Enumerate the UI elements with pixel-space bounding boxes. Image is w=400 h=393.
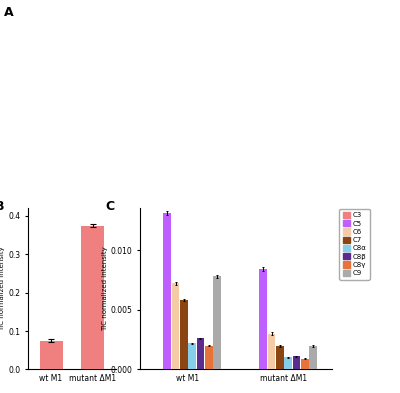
Bar [172,283,179,369]
Text: B: B [0,200,4,213]
Bar [164,213,171,369]
Bar [82,226,104,369]
Bar [293,356,300,369]
Bar [180,300,188,369]
Bar [276,345,284,369]
Bar [213,276,221,369]
Bar [260,269,267,369]
Bar [309,345,317,369]
Y-axis label: TIC normalized intensity: TIC normalized intensity [102,246,108,331]
Bar [301,359,308,369]
Bar [197,338,204,369]
Legend: C3, C5, C6, C7, C8α, C8β, C8γ, C9: C3, C5, C6, C7, C8α, C8β, C8γ, C9 [339,209,370,279]
Bar [284,358,292,369]
Text: C: C [106,200,114,213]
Bar [268,334,275,369]
Bar [40,341,62,369]
Text: A: A [4,6,14,19]
Y-axis label: TIC normalized intensity: TIC normalized intensity [0,246,6,331]
Bar [188,343,196,369]
Bar [205,345,212,369]
